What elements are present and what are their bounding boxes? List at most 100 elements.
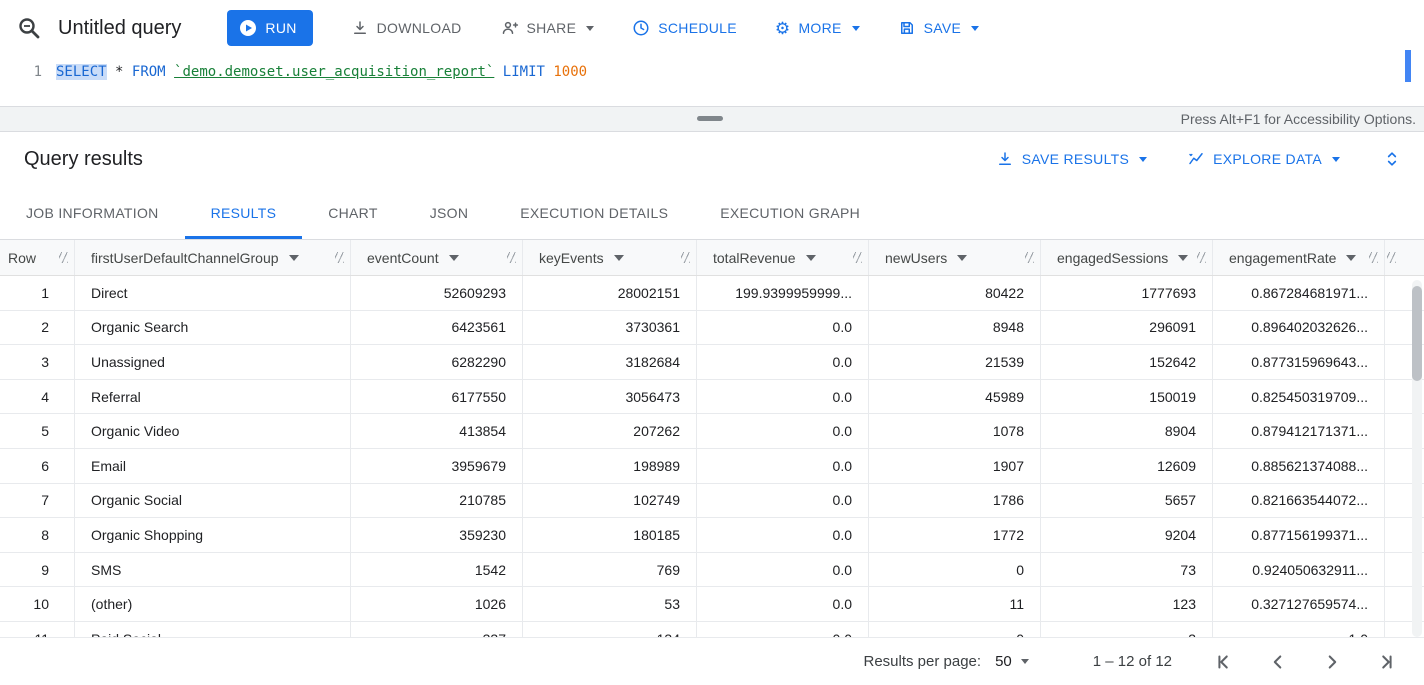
sql-table-reference[interactable]: `demo.demoset.user_acquisition_report` (174, 64, 495, 80)
table-cell: 0.0 (697, 345, 869, 379)
table-row: 5 Organic Video 413854 207262 0.0 1078 8904 0.8… (0, 414, 1424, 449)
chevron-down-icon (851, 25, 860, 31)
sql-editor[interactable]: 1 SELECT * FROM `demo.demoset.user_acqui… (0, 50, 1424, 106)
table-row: 9 SMS 1542 769 0.0 0 73 0.924050632911... (0, 552, 1424, 588)
line-number-gutter: 1 (33, 64, 42, 80)
column-header-engagedsessions[interactable]: engagedSessions (1041, 240, 1213, 275)
sort-menu-caret-icon[interactable] (1178, 254, 1189, 261)
table-cell: 1078 (869, 414, 1041, 448)
table-cell: Organic Social (75, 483, 351, 518)
table-cell: 150019 (1041, 379, 1213, 414)
first-page-button[interactable] (1212, 650, 1236, 674)
table-cell: 8904 (1041, 414, 1213, 448)
column-resize-handle[interactable] (681, 252, 690, 263)
table-cell: 5657 (1041, 483, 1213, 518)
column-header-keyevents[interactable]: keyEvents (523, 240, 697, 275)
table-cell: 21539 (869, 345, 1041, 379)
table-cell: Organic Shopping (75, 518, 351, 552)
table-cell: 769 (523, 552, 697, 587)
explore-data-button[interactable]: EXPLORE DATA (1187, 150, 1340, 168)
table-cell: 73 (1041, 552, 1213, 587)
sort-menu-caret-icon[interactable] (805, 254, 816, 261)
sort-menu-caret-icon[interactable] (288, 254, 299, 261)
column-resize-handle[interactable] (853, 252, 862, 263)
table-cell: 11 (869, 587, 1041, 621)
tab-execution-details[interactable]: EXECUTION DETAILS (520, 204, 669, 221)
row-number-cell: 11 (0, 621, 75, 637)
pager-controls (1212, 650, 1398, 674)
download-button[interactable]: DOWNLOAD (351, 19, 462, 37)
table-cell: 8948 (869, 310, 1041, 345)
table-row: 3 Unassigned 6282290 3182684 0.0 21539 152642 0… (0, 345, 1424, 380)
share-button[interactable]: SHARE (500, 19, 595, 37)
column-header-row[interactable]: Row (0, 240, 75, 275)
column-header-totalrevenue[interactable]: totalRevenue (697, 240, 869, 275)
table-scrollbar[interactable] (1412, 280, 1422, 637)
tab-job-information[interactable]: JOB INFORMATION (26, 204, 159, 221)
save-icon (898, 19, 916, 37)
column-label: newUsers (885, 249, 948, 266)
column-resize-handle[interactable] (1369, 252, 1378, 263)
query-toolbar: Untitled query RUN DOWNLOAD (0, 0, 1424, 56)
download-icon (351, 19, 369, 37)
tab-results[interactable]: RESULTS (185, 186, 303, 239)
table-cell: 0.821663544072... (1213, 483, 1385, 518)
last-page-button[interactable] (1374, 650, 1398, 674)
previous-page-button[interactable] (1266, 650, 1290, 674)
column-label: firstUserDefaultChannelGroup (91, 249, 279, 266)
editor-scrollbar-thumb[interactable] (1405, 50, 1411, 82)
sort-menu-caret-icon[interactable] (957, 254, 968, 261)
table-cell: Unassigned (75, 345, 351, 379)
row-number-cell: 7 (0, 483, 75, 518)
table-cell: Referral (75, 379, 351, 414)
table-cell: 0.0 (697, 552, 869, 587)
column-resize-handle[interactable] (1387, 252, 1396, 263)
column-header-firstuserdefaultchannelgroup[interactable]: firstUserDefaultChannelGroup (75, 240, 351, 275)
table-cell: 0.0 (697, 414, 869, 448)
sort-menu-caret-icon[interactable] (448, 254, 459, 261)
column-resize-handle[interactable] (1025, 252, 1034, 263)
save-button[interactable]: SAVE (898, 19, 980, 37)
column-resize-handle[interactable] (1197, 252, 1206, 263)
query-results-title: Query results (24, 147, 143, 170)
column-resize-handle[interactable] (507, 252, 516, 263)
table-cell: 52609293 (351, 276, 523, 310)
save-results-button[interactable]: SAVE RESULTS (996, 150, 1148, 168)
table-cell: 0.0 (697, 379, 869, 414)
table-cell: 0.0 (697, 621, 869, 637)
page-size-select[interactable]: 50 (995, 653, 1029, 670)
chevron-down-icon (1139, 156, 1148, 162)
column-resize-handle[interactable] (335, 252, 344, 263)
pagination-range: 1 – 12 of 12 (1092, 653, 1172, 670)
sql-code-line[interactable]: SELECT * FROM `demo.demoset.user_acquisi… (56, 56, 587, 106)
tab-json[interactable]: JSON (429, 204, 469, 221)
table-cell: 0.877156199371... (1213, 518, 1385, 552)
column-header-eventcount[interactable]: eventCount (351, 240, 523, 275)
schedule-button-label: SCHEDULE (658, 20, 737, 36)
table-scrollbar-thumb[interactable] (1412, 286, 1422, 381)
more-button[interactable]: ⚙ MORE (775, 20, 860, 37)
table-row: 11Paid Social3371340.0031.0 (0, 621, 1424, 637)
table-cell: 413854 (351, 414, 523, 448)
row-number-cell: 3 (0, 345, 75, 379)
next-page-button[interactable] (1320, 650, 1344, 674)
run-button[interactable]: RUN (227, 10, 313, 46)
sort-menu-caret-icon[interactable] (1346, 254, 1357, 261)
column-header-newusers[interactable]: newUsers (869, 240, 1041, 275)
accessibility-hint: Press Alt+F1 for Accessibility Options. (1180, 111, 1416, 127)
tab-chart[interactable]: CHART (328, 204, 378, 221)
column-header-engagementrate[interactable]: engagementRate (1213, 240, 1385, 275)
last-page-icon (1382, 654, 1392, 669)
column-resize-handle[interactable] (59, 252, 68, 263)
table-row: 1 Direct 52609293 28002151 199.9399959999...… (0, 276, 1424, 311)
divider-drag-handle[interactable] (697, 116, 723, 121)
row-number-cell: 2 (0, 310, 75, 345)
table-row: 10 (other) 1026 53 0.0 11 123 0.327127659574... (0, 587, 1424, 622)
chevron-down-icon (586, 25, 595, 31)
table-cell: 3056473 (523, 379, 697, 414)
expand-results-button[interactable] (1380, 147, 1404, 171)
sort-menu-caret-icon[interactable] (613, 254, 624, 261)
table-cell: 210785 (351, 483, 523, 518)
schedule-button[interactable]: SCHEDULE (632, 19, 737, 37)
tab-execution-graph[interactable]: EXECUTION GRAPH (720, 204, 861, 221)
